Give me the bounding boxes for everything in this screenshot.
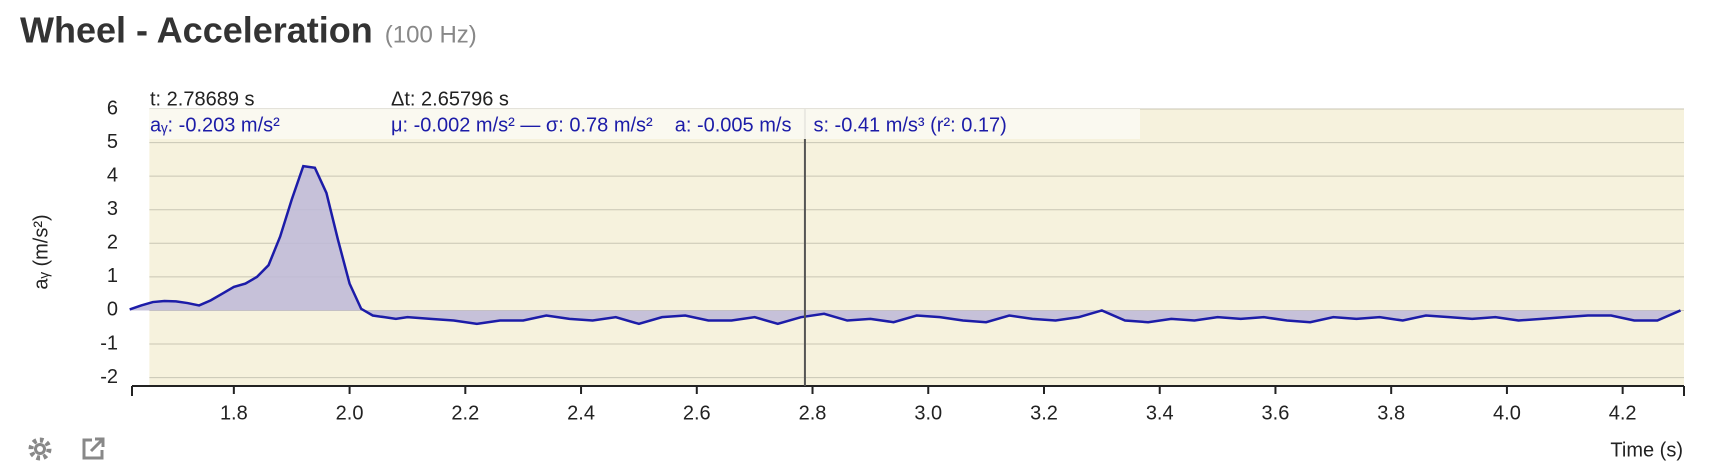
x-tick-label: 4.2 xyxy=(1609,402,1637,424)
x-tick-label: 2.2 xyxy=(451,402,479,424)
x-tick-label: 2.0 xyxy=(336,402,364,424)
x-tick-label: 2.6 xyxy=(683,402,711,424)
x-tick-label: 2.4 xyxy=(567,402,595,424)
readout-stat: s: -0.41 m/s³ (r²: 0.17) xyxy=(813,114,1006,136)
readout-stat: μ: -0.002 m/s² — σ: 0.78 m/s² xyxy=(391,114,653,136)
x-axis-label: Time (s) xyxy=(1610,439,1683,461)
selection-region xyxy=(149,109,1684,386)
y-tick-label: 5 xyxy=(107,131,118,153)
y-tick-label: 3 xyxy=(107,198,118,220)
x-tick-label: 3.2 xyxy=(1030,402,1058,424)
settings-icon[interactable] xyxy=(28,437,52,461)
popout-icon[interactable] xyxy=(82,437,105,460)
x-tick-label: 2.8 xyxy=(799,402,827,424)
readout-background xyxy=(149,109,1141,139)
y-tick-label: -2 xyxy=(100,366,118,388)
area xyxy=(129,166,1681,324)
readout-delta: Δt: 2.65796 s xyxy=(391,88,509,110)
y-tick-label: 0 xyxy=(107,299,118,321)
x-tick-label: 3.8 xyxy=(1377,402,1405,424)
y-axis-label: aᵧ (m/s²) xyxy=(30,214,52,289)
readout-value: aᵧ: -0.203 m/s² xyxy=(150,114,280,136)
y-tick-label: 1 xyxy=(107,265,118,287)
y-tick-label: -1 xyxy=(100,332,118,354)
x-tick-label: 4.0 xyxy=(1493,402,1521,424)
readout-stat: a: -0.005 m/s xyxy=(675,114,792,136)
x-tick-label: 1.8 xyxy=(220,402,248,424)
y-tick-label: 4 xyxy=(107,164,118,186)
readout-time: t: 2.78689 s xyxy=(150,88,255,110)
line xyxy=(129,164,1682,326)
y-tick-label: 6 xyxy=(107,97,118,119)
x-tick-label: 3.4 xyxy=(1146,402,1174,424)
x-tick-label: 3.6 xyxy=(1262,402,1290,424)
chart-title: Wheel - Acceleration xyxy=(20,10,373,51)
y-tick-label: 2 xyxy=(107,232,118,254)
chart-subtitle: (100 Hz) xyxy=(385,21,477,48)
x-tick-label: 3.0 xyxy=(914,402,942,424)
